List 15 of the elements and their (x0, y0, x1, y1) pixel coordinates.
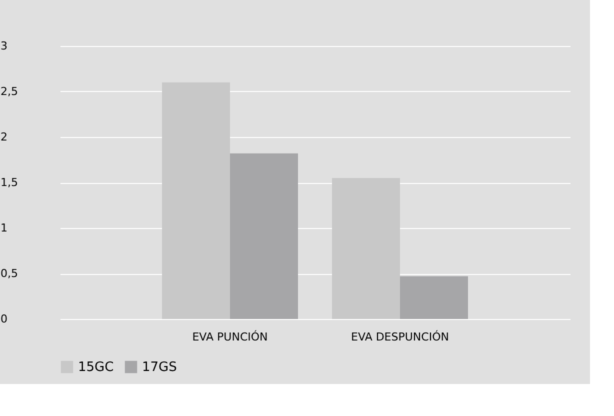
y-tick-label: 0 (0, 312, 8, 326)
y-tick-label: 0,5 (0, 267, 18, 280)
y-tick-label: 3 (0, 40, 8, 52)
y-tick-label: 1,5 (0, 176, 18, 189)
x-tick-label: EVA PUNCIÓN (192, 330, 268, 344)
bar (400, 276, 468, 319)
bar (332, 178, 400, 319)
legend-label: 17GS (142, 360, 177, 375)
legend-label: 15GC (78, 360, 114, 375)
bar (230, 153, 298, 319)
x-tick-label: EVA DESPUNCIÓN (351, 330, 449, 344)
y-tick-label: 2 (0, 130, 8, 144)
y-tick-label: 2,5 (0, 85, 18, 98)
bar (162, 82, 230, 319)
y-tick-label: 1 (0, 222, 8, 234)
